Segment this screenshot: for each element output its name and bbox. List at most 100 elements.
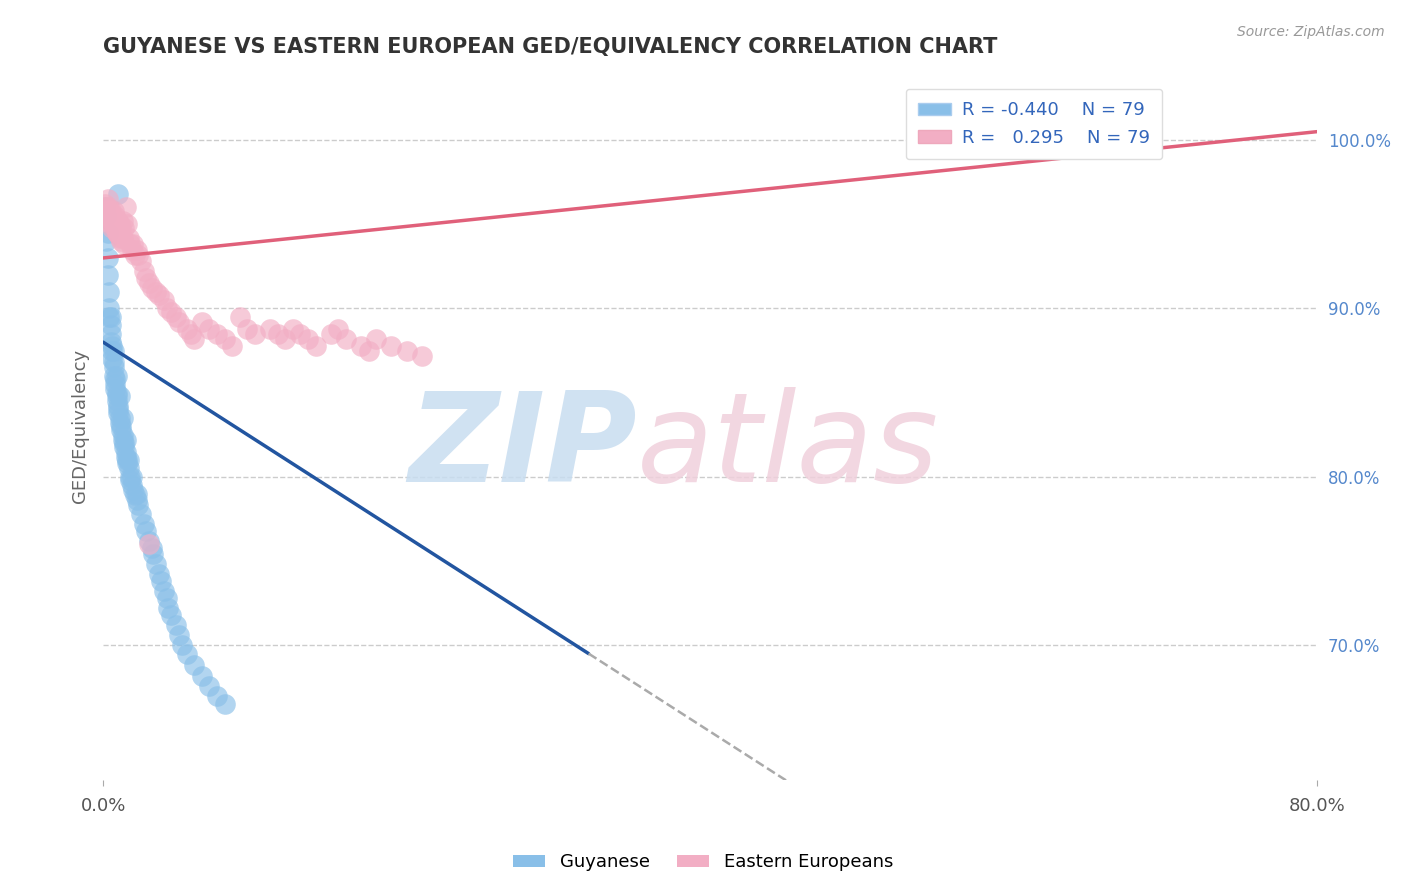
Point — [115, 201, 138, 215]
Point — [100, 203, 122, 218]
Point — [104, 377, 127, 392]
Point — [105, 389, 128, 403]
Point — [98, 285, 121, 299]
Point — [198, 321, 221, 335]
Point — [153, 584, 176, 599]
Point — [96, 234, 118, 248]
Point — [335, 332, 357, 346]
Point — [101, 209, 124, 223]
Point — [112, 436, 135, 450]
Text: ZIP: ZIP — [408, 387, 637, 508]
Point — [205, 689, 228, 703]
Point — [120, 473, 142, 487]
Point — [108, 231, 131, 245]
Point — [101, 220, 124, 235]
Point — [111, 214, 134, 228]
Point — [142, 547, 165, 561]
Point — [132, 264, 155, 278]
Point — [411, 349, 433, 363]
Point — [221, 338, 243, 352]
Point — [105, 394, 128, 409]
Point — [121, 478, 143, 492]
Point — [117, 453, 139, 467]
Point — [115, 433, 138, 447]
Point — [156, 591, 179, 605]
Point — [135, 271, 157, 285]
Point — [304, 338, 326, 352]
Point — [125, 493, 148, 508]
Point — [156, 301, 179, 316]
Point — [103, 343, 125, 358]
Point — [112, 237, 135, 252]
Point — [125, 243, 148, 257]
Point — [124, 247, 146, 261]
Point — [105, 226, 128, 240]
Point — [97, 201, 120, 215]
Point — [110, 423, 132, 437]
Point — [96, 201, 118, 215]
Point — [214, 332, 236, 346]
Point — [236, 321, 259, 335]
Point — [111, 410, 134, 425]
Point — [100, 326, 122, 341]
Point — [103, 368, 125, 383]
Point — [183, 332, 205, 346]
Point — [98, 203, 121, 218]
Point — [108, 389, 131, 403]
Point — [100, 310, 122, 324]
Point — [110, 234, 132, 248]
Point — [97, 226, 120, 240]
Point — [105, 385, 128, 400]
Point — [107, 402, 129, 417]
Point — [97, 251, 120, 265]
Point — [97, 209, 120, 223]
Point — [129, 507, 152, 521]
Point — [115, 450, 138, 464]
Point — [104, 372, 127, 386]
Point — [107, 399, 129, 413]
Point — [127, 247, 149, 261]
Point — [145, 558, 167, 572]
Point — [103, 355, 125, 369]
Point — [165, 618, 187, 632]
Point — [103, 217, 125, 231]
Point — [148, 567, 170, 582]
Point — [366, 332, 388, 346]
Point — [157, 601, 180, 615]
Point — [105, 226, 128, 240]
Point — [122, 483, 145, 498]
Point — [281, 321, 304, 335]
Point — [96, 203, 118, 218]
Point — [205, 326, 228, 341]
Point — [111, 427, 134, 442]
Point — [141, 281, 163, 295]
Point — [198, 679, 221, 693]
Point — [121, 470, 143, 484]
Point — [138, 537, 160, 551]
Point — [243, 326, 266, 341]
Point — [214, 697, 236, 711]
Point — [100, 217, 122, 231]
Point — [160, 607, 183, 622]
Point — [132, 516, 155, 531]
Point — [103, 360, 125, 375]
Point — [101, 351, 124, 366]
Point — [98, 214, 121, 228]
Point — [111, 433, 134, 447]
Point — [380, 338, 402, 352]
Point — [107, 226, 129, 240]
Point — [176, 647, 198, 661]
Point — [100, 318, 122, 333]
Point — [135, 524, 157, 538]
Point — [153, 293, 176, 307]
Point — [228, 310, 250, 324]
Text: atlas: atlas — [637, 387, 939, 508]
Point — [118, 461, 141, 475]
Point — [103, 203, 125, 218]
Point — [104, 220, 127, 235]
Point — [170, 638, 193, 652]
Point — [180, 326, 202, 341]
Point — [111, 231, 134, 245]
Point — [183, 658, 205, 673]
Text: GUYANESE VS EASTERN EUROPEAN GED/EQUIVALENCY CORRELATION CHART: GUYANESE VS EASTERN EUROPEAN GED/EQUIVAL… — [103, 37, 997, 57]
